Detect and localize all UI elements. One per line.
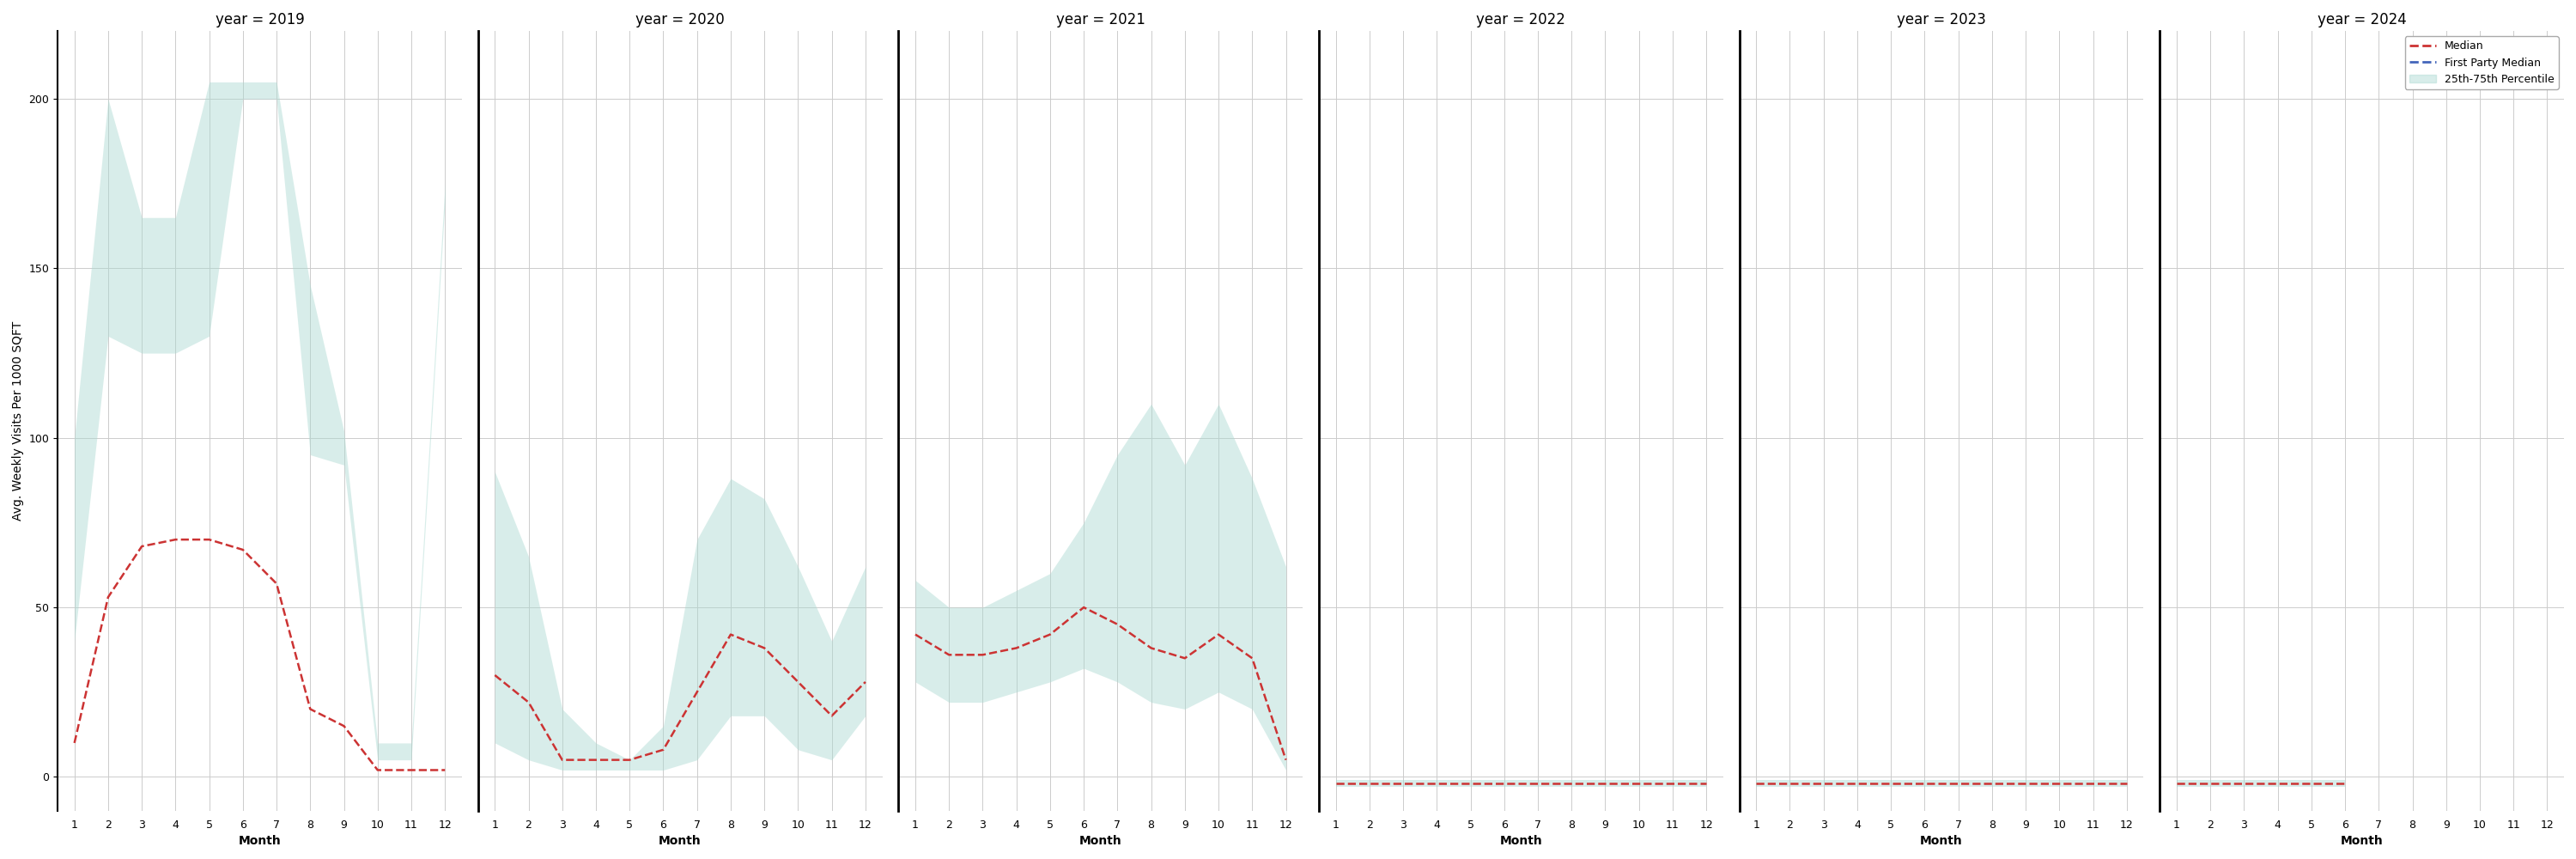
Median [363, 765, 394, 775]
Line: Median: Median [75, 539, 446, 770]
Legend: Median, First Party Median, 25th-75th Percentile: Median, First Party Median, 25th-75th Pe… [2406, 36, 2558, 89]
Median [1842, 778, 1873, 789]
Median [1656, 778, 1687, 789]
Median [1270, 755, 1301, 765]
Title: year = 2019: year = 2019 [216, 12, 304, 27]
Median [647, 745, 677, 755]
Median [2043, 778, 2074, 789]
X-axis label: Month: Month [1079, 835, 1123, 847]
Median [1690, 778, 1721, 789]
X-axis label: Month: Month [659, 835, 701, 847]
Median [126, 541, 157, 551]
Median [716, 630, 747, 640]
Median [2329, 778, 2360, 789]
Median [1976, 778, 2007, 789]
Median [59, 738, 90, 748]
Median [160, 534, 191, 545]
Median [2161, 778, 2192, 789]
Median [2195, 778, 2226, 789]
Median [397, 765, 428, 775]
Median [1875, 778, 1906, 789]
Median [1909, 778, 1940, 789]
Median [1775, 778, 1806, 789]
Median [227, 545, 258, 555]
Median [683, 687, 714, 698]
Median [1589, 778, 1620, 789]
Median [2079, 778, 2110, 789]
Line: Median: Median [914, 607, 1285, 760]
Median [750, 643, 781, 653]
Title: year = 2021: year = 2021 [1056, 12, 1146, 27]
Median [1455, 778, 1486, 789]
Median [193, 534, 224, 545]
Median [1422, 778, 1453, 789]
Median [1069, 602, 1100, 612]
Line: Median: Median [495, 635, 866, 760]
Y-axis label: Avg. Weekly Visits Per 1000 SQFT: Avg. Weekly Visits Per 1000 SQFT [13, 321, 23, 521]
Title: year = 2022: year = 2022 [1476, 12, 1566, 27]
Median [1236, 653, 1267, 663]
X-axis label: Month: Month [2342, 835, 2383, 847]
Median [613, 755, 644, 765]
Median [2295, 778, 2326, 789]
Median [783, 677, 814, 687]
Median [330, 721, 361, 731]
Median [1623, 778, 1654, 789]
Median [294, 704, 325, 714]
Median [850, 677, 881, 687]
X-axis label: Month: Month [1499, 835, 1543, 847]
Title: year = 2023: year = 2023 [1896, 12, 1986, 27]
Median [1170, 653, 1200, 663]
Median [1522, 778, 1553, 789]
Median [899, 630, 930, 640]
Median [2009, 778, 2040, 789]
Title: year = 2024: year = 2024 [2318, 12, 2406, 27]
Median [580, 755, 611, 765]
Median [817, 710, 848, 721]
Median [1103, 619, 1133, 630]
Median [93, 592, 124, 602]
Median [479, 670, 510, 680]
Median [933, 649, 963, 660]
Median [1489, 778, 1520, 789]
Median [2112, 778, 2143, 789]
Median [1203, 630, 1234, 640]
Median [1388, 778, 1419, 789]
Median [430, 765, 461, 775]
Median [1321, 778, 1352, 789]
Median [260, 578, 291, 588]
Median [1741, 778, 1772, 789]
Median [513, 698, 544, 708]
Median [546, 755, 577, 765]
Median [1942, 778, 1973, 789]
Median [1002, 643, 1033, 653]
X-axis label: Month: Month [1919, 835, 1963, 847]
Median [1136, 643, 1167, 653]
Median [2228, 778, 2259, 789]
Median [1808, 778, 1839, 789]
Median [1556, 778, 1587, 789]
X-axis label: Month: Month [240, 835, 281, 847]
Title: year = 2020: year = 2020 [636, 12, 724, 27]
Median [966, 649, 997, 660]
Median [1355, 778, 1386, 789]
Median [2262, 778, 2293, 789]
Median [1036, 630, 1066, 640]
